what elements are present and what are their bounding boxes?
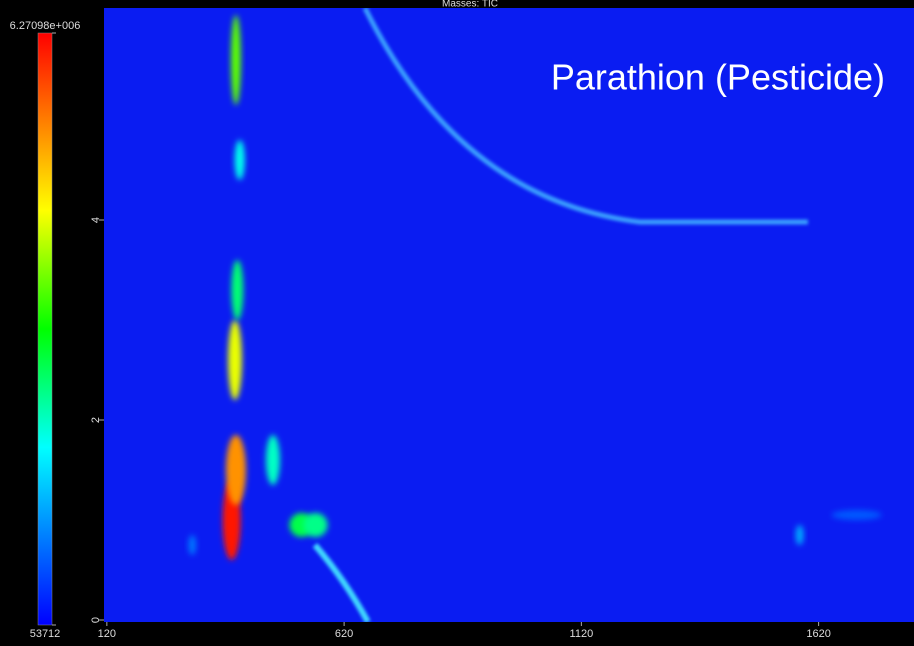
annotation: Parathion (Pesticide) bbox=[551, 57, 885, 98]
x-tick-label: 120 bbox=[98, 628, 116, 640]
peak bbox=[265, 435, 280, 485]
peak bbox=[234, 140, 245, 180]
peak bbox=[188, 535, 197, 555]
peaks bbox=[188, 15, 882, 560]
colorbar-label: 53712 bbox=[30, 628, 61, 640]
y-tick-label: 2 bbox=[90, 417, 102, 423]
peak bbox=[227, 320, 242, 400]
title-bar bbox=[0, 0, 914, 8]
peak bbox=[831, 510, 882, 520]
x-tick-label: 1620 bbox=[806, 628, 830, 640]
chart-title: Masses: TIC bbox=[442, 0, 498, 10]
plot-decor bbox=[237, 8, 808, 622]
x-tick-label: 620 bbox=[335, 628, 353, 640]
colorbar bbox=[37, 32, 53, 626]
y-tick-label: 0 bbox=[90, 617, 102, 623]
tail-streak bbox=[312, 543, 371, 622]
colorbar-label: 6.27098e+006 bbox=[10, 20, 81, 32]
peak bbox=[230, 15, 241, 105]
peak bbox=[231, 260, 244, 320]
peak bbox=[795, 525, 804, 545]
peak bbox=[225, 435, 246, 505]
y-tick-label: 4 bbox=[90, 217, 102, 223]
bleed-streak bbox=[362, 8, 808, 225]
x-tick-label: 1120 bbox=[570, 628, 594, 640]
peak bbox=[303, 513, 328, 537]
